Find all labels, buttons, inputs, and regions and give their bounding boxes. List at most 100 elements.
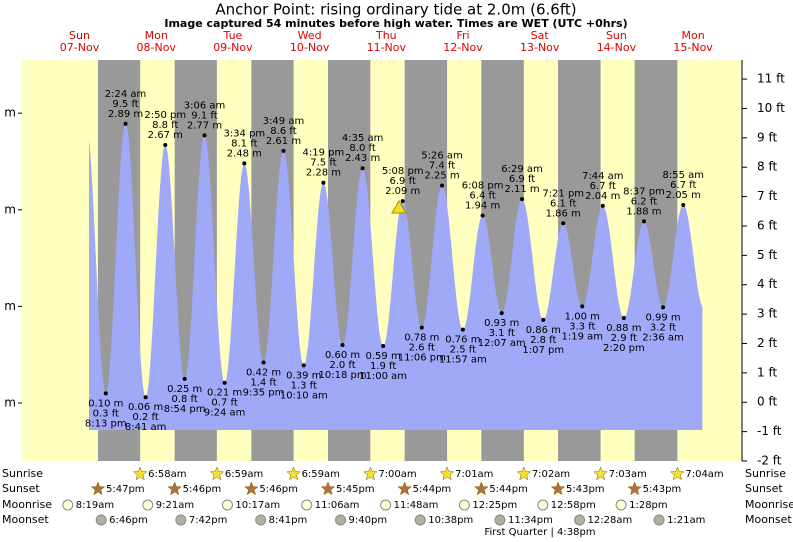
moon-icon bbox=[142, 499, 154, 511]
row-time: 5:46pm bbox=[183, 484, 222, 495]
day-name: Sun bbox=[69, 29, 90, 42]
row-time: 6:59am bbox=[225, 469, 263, 480]
row-time: 10:38pm bbox=[428, 515, 473, 526]
tide-point bbox=[381, 344, 386, 349]
day-date: 15-Nov bbox=[673, 41, 713, 54]
extremum-label: 6.4 ft bbox=[469, 191, 495, 202]
day-date: 12-Nov bbox=[443, 41, 483, 54]
y2-tick-label: -2 ft bbox=[757, 454, 782, 468]
extremum-label: 11:00 am bbox=[359, 371, 407, 382]
extremum-label: 2:36 am bbox=[642, 332, 684, 343]
extremum-label: 7:44 am bbox=[582, 171, 624, 182]
y-tick-label: 1 m bbox=[0, 299, 16, 313]
tide-point bbox=[360, 166, 365, 171]
extremum-label: 0.59 m bbox=[366, 351, 401, 362]
tide-point bbox=[419, 325, 424, 330]
extremum-label: 9.5 ft bbox=[112, 99, 138, 110]
extremum-label: 6.2 ft bbox=[631, 196, 657, 207]
extremum-label: 3.1 ft bbox=[489, 328, 515, 339]
day-name: Fri bbox=[456, 29, 469, 42]
row-time: 5:44pm bbox=[489, 484, 528, 495]
extremum-label: 1.4 ft bbox=[250, 377, 276, 388]
row-time: 6:58am bbox=[148, 469, 186, 480]
day-name: Thu bbox=[375, 29, 397, 42]
row-time: 7:42pm bbox=[189, 515, 228, 526]
y2-tick-label: 2 ft bbox=[757, 336, 777, 350]
row-time: 11:34pm bbox=[508, 515, 553, 526]
tide-point bbox=[222, 380, 227, 385]
row-time: 9:40pm bbox=[349, 515, 388, 526]
row-time: 5:45pm bbox=[336, 484, 375, 495]
extremum-label: 10:18 pm bbox=[318, 370, 366, 381]
y2-tick-label: 4 ft bbox=[757, 277, 777, 291]
sun-icon bbox=[286, 466, 301, 481]
row-time: 7:04am bbox=[685, 469, 723, 480]
tide-point bbox=[641, 219, 646, 224]
moon-phase: First Quarter | 4:38pm bbox=[484, 527, 595, 538]
extremum-label: 2.89 m bbox=[108, 109, 143, 120]
extremum-label: 2.09 m bbox=[385, 186, 420, 197]
day-date: 10-Nov bbox=[290, 41, 330, 54]
tide-point bbox=[600, 203, 605, 208]
day-name: Tue bbox=[223, 29, 243, 42]
row-time: 9:21am bbox=[156, 500, 194, 511]
tide-point bbox=[281, 148, 286, 153]
extremum-label: 1.94 m bbox=[465, 201, 500, 212]
tide-area bbox=[89, 123, 703, 431]
row-label: Sunset bbox=[2, 482, 40, 495]
moon-icon bbox=[653, 514, 665, 526]
extremum-label: 2.5 ft bbox=[450, 345, 476, 356]
extremum-label: 11:57 am bbox=[439, 355, 487, 366]
extremum-label: 0.21 m bbox=[207, 388, 242, 399]
row-time: 5:43pm bbox=[643, 484, 682, 495]
row-time: 10:17am bbox=[235, 500, 280, 511]
sun-icon bbox=[90, 481, 106, 496]
extremum-label: 0.88 m bbox=[606, 323, 641, 334]
sun-icon bbox=[167, 481, 182, 496]
sun-icon bbox=[593, 466, 608, 481]
extremum-label: 9:24 am bbox=[204, 408, 246, 419]
extremum-label: 7.4 ft bbox=[429, 161, 455, 172]
extremum-label: 11:06 pm bbox=[398, 353, 446, 364]
chart-subtitle: Image captured 54 minutes before high wa… bbox=[164, 17, 627, 30]
extremum-label: 6.9 ft bbox=[390, 176, 416, 187]
row-time: 11:06am bbox=[315, 500, 360, 511]
tide-point bbox=[340, 343, 345, 348]
day-date: 11-Nov bbox=[367, 41, 407, 54]
day-name: Sun bbox=[606, 29, 627, 42]
extremum-label: 8.1 ft bbox=[231, 138, 257, 149]
extremum-label: 8.0 ft bbox=[349, 143, 375, 154]
extremum-label: 3.3 ft bbox=[569, 321, 595, 332]
sun-icon bbox=[363, 466, 378, 481]
extremum-label: 0.76 m bbox=[445, 335, 480, 346]
row-time: 5:47pm bbox=[106, 484, 145, 495]
day-date: 08-Nov bbox=[137, 41, 177, 54]
row-time: 5:43pm bbox=[566, 484, 605, 495]
row-label: Moonset bbox=[2, 513, 49, 526]
sun-icon bbox=[209, 466, 225, 481]
extremum-label: 6.1 ft bbox=[550, 198, 576, 209]
extremum-label: 2.77 m bbox=[187, 120, 222, 131]
extremum-label: 2.0 ft bbox=[329, 360, 355, 371]
extremum-label: 0.60 m bbox=[325, 350, 360, 361]
extremum-label: 2.67 m bbox=[148, 130, 183, 141]
day-date: 14-Nov bbox=[597, 41, 637, 54]
row-time: 12:58pm bbox=[551, 500, 596, 511]
moon-icon bbox=[95, 514, 107, 526]
row-label-right: Moonrise bbox=[745, 498, 793, 511]
row-label-right: Sunrise bbox=[745, 467, 786, 480]
extremum-label: 0.06 m bbox=[128, 402, 163, 413]
y2-tick-label: 9 ft bbox=[757, 130, 777, 144]
tide-point bbox=[580, 304, 585, 309]
extremum-label: 2:20 pm bbox=[603, 343, 645, 354]
extremum-label: 1:19 am bbox=[562, 331, 604, 342]
day-date: 13-Nov bbox=[520, 41, 560, 54]
row-label: Moonrise bbox=[2, 498, 52, 511]
tide-point bbox=[681, 202, 686, 207]
tide-point bbox=[480, 213, 485, 218]
moon-icon bbox=[175, 514, 187, 526]
extremum-label: 2:50 pm bbox=[144, 110, 186, 121]
row-label-right: Sunset bbox=[745, 482, 783, 495]
sun-icon bbox=[439, 466, 455, 481]
extremum-label: 3:34 pm bbox=[223, 128, 265, 139]
